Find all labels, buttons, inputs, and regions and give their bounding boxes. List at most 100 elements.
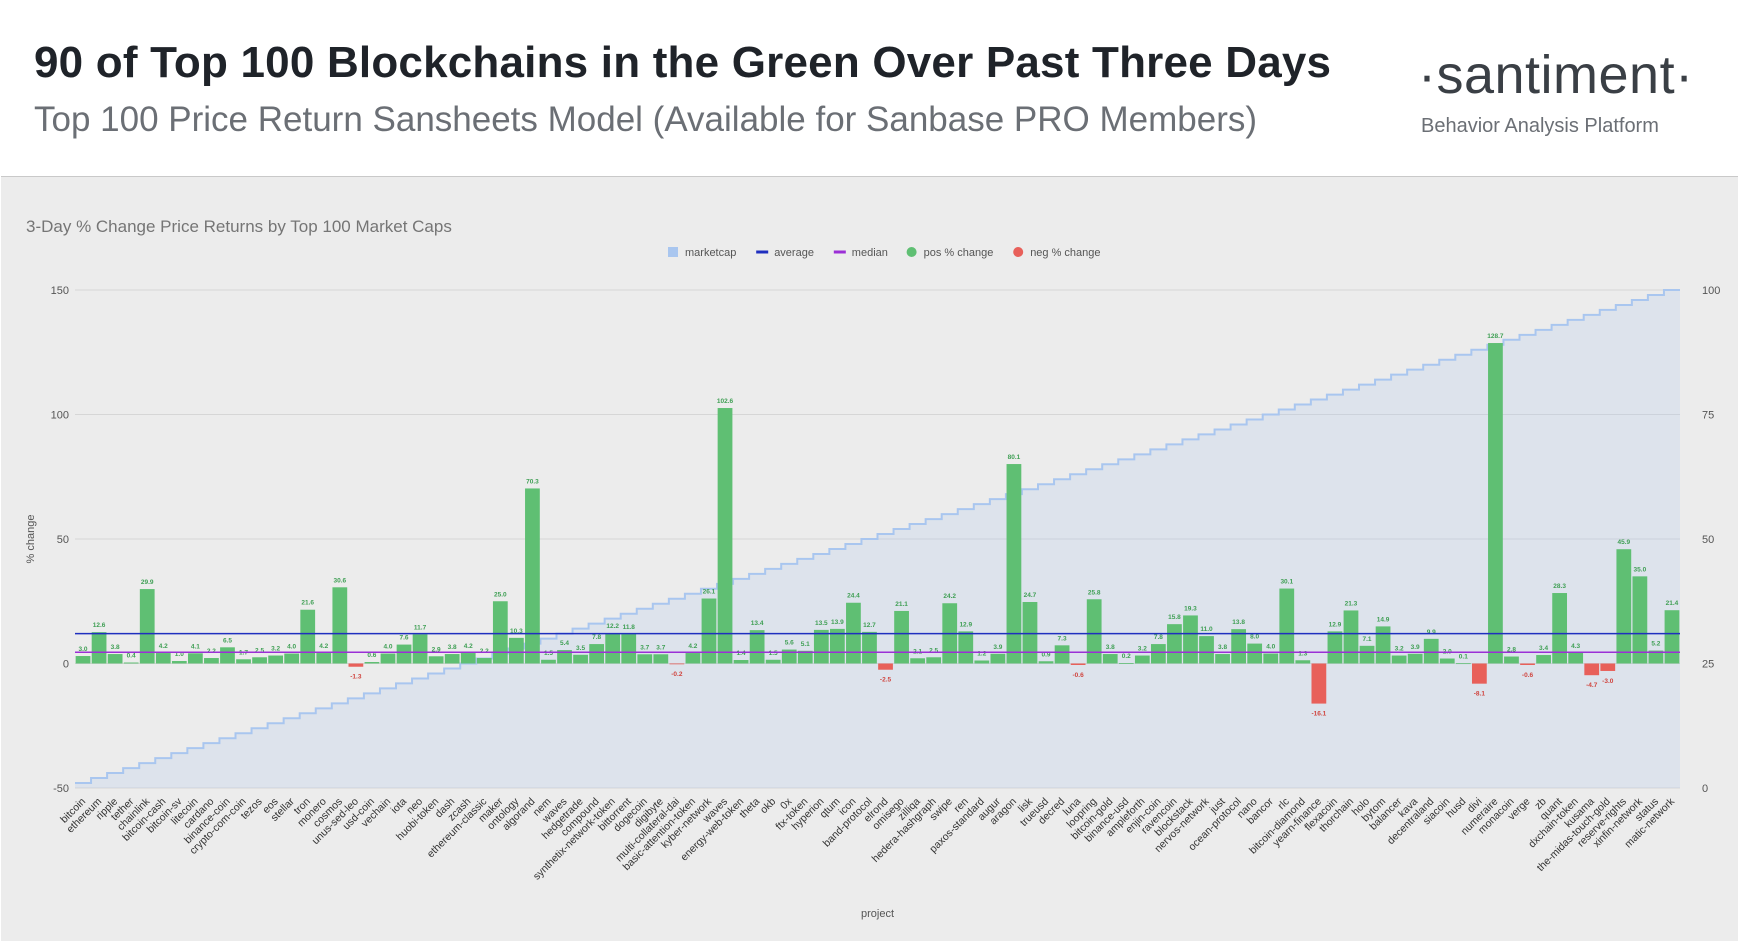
bar-multi-collateral-dai xyxy=(669,663,685,665)
y-tick-label: 150 xyxy=(51,285,69,297)
bar-husd xyxy=(1455,663,1471,665)
bar-numeraire xyxy=(1488,343,1503,664)
data-label: 12.2 xyxy=(606,623,619,630)
data-label: 12.7 xyxy=(863,622,876,629)
bar-energy-web-token xyxy=(733,660,749,664)
data-label: 4.0 xyxy=(1266,644,1275,651)
bar-vechain xyxy=(380,653,396,664)
bar-balancer xyxy=(1391,655,1407,664)
data-label: 4.2 xyxy=(159,643,168,650)
data-label: -8.1 xyxy=(1474,691,1486,698)
bar-compound xyxy=(589,644,605,664)
bar-bitcoin xyxy=(75,656,91,664)
bar-bitcoin-gold xyxy=(1102,654,1118,664)
bar-holo xyxy=(1359,645,1375,664)
bar-quant xyxy=(1552,593,1568,664)
data-label: 4.2 xyxy=(464,643,473,650)
data-label: 21.4 xyxy=(1666,600,1679,607)
bar-bittorrent xyxy=(621,634,637,664)
bar-okb xyxy=(765,659,781,664)
bar-band-protocol xyxy=(862,631,877,664)
bar-hedgetrade xyxy=(573,654,588,664)
data-label: 11.0 xyxy=(1200,626,1213,633)
data-label: 0.2 xyxy=(1122,653,1131,660)
data-label: -4.7 xyxy=(1586,682,1598,689)
bar-algorand xyxy=(525,488,540,664)
bar-waves xyxy=(717,408,733,664)
bar-aragon xyxy=(1006,464,1022,664)
data-label: 4.0 xyxy=(383,644,392,651)
data-label: -3.0 xyxy=(1602,678,1614,685)
data-label: 2.2 xyxy=(207,648,216,655)
bar-loopring xyxy=(1086,599,1102,664)
bar-just xyxy=(1215,654,1230,664)
data-label: 14.9 xyxy=(1377,616,1390,623)
y2-tick-label: 25 xyxy=(1702,659,1714,671)
data-label: 3.8 xyxy=(111,644,120,651)
data-label: 15.8 xyxy=(1168,614,1181,621)
data-label: 11.8 xyxy=(623,624,636,631)
chart-title: 3-Day % Change Price Returns by Top 100 … xyxy=(26,217,452,236)
data-label: 1.2 xyxy=(977,651,986,658)
data-label: 19.3 xyxy=(1184,605,1197,612)
data-label: 1.5 xyxy=(544,650,553,657)
subheadline: Top 100 Price Return Sansheets Model (Av… xyxy=(34,100,1258,139)
bar-tezos xyxy=(252,657,267,664)
data-label: 0.9 xyxy=(1042,651,1051,658)
y2-tick-label: 75 xyxy=(1702,410,1714,422)
data-label: 5.6 xyxy=(785,640,794,647)
bar-divi xyxy=(1471,663,1487,684)
y2-tick-label: 50 xyxy=(1702,534,1714,546)
bar-lisk xyxy=(1022,601,1038,664)
data-label: 3.7 xyxy=(640,644,649,651)
bar-enjin-coin xyxy=(1150,644,1166,664)
bar-digibyte xyxy=(653,654,669,664)
santiment-logo: ·santiment· xyxy=(1418,45,1694,105)
bar-crypto-com-coin xyxy=(236,659,251,664)
bar-theta xyxy=(749,630,765,664)
bar-tether xyxy=(123,662,139,664)
data-label: -0.6 xyxy=(1522,672,1534,679)
data-label: 45.9 xyxy=(1617,539,1630,546)
data-label: 24.4 xyxy=(847,593,860,600)
data-label: -1.3 xyxy=(350,674,362,681)
bar-kyber-network xyxy=(701,598,717,664)
data-label: 25.0 xyxy=(494,591,507,598)
y-tick-label: 0 xyxy=(63,659,69,671)
bar-dxchain-token xyxy=(1568,652,1584,664)
bar-ethereum-classic xyxy=(476,658,492,664)
data-label: 0.4 xyxy=(127,653,136,660)
bar-thorchain xyxy=(1343,610,1359,664)
data-label: 24.7 xyxy=(1024,592,1037,599)
bar-trueusd xyxy=(1038,661,1054,664)
data-label: 5.4 xyxy=(560,640,569,647)
bar-the-midas-touch-gold xyxy=(1600,663,1616,671)
bar-reserve-rights xyxy=(1616,549,1632,664)
data-label: 35.0 xyxy=(1634,566,1647,573)
bar-ripple xyxy=(107,654,123,664)
bar-maker xyxy=(492,601,508,664)
chart-panel xyxy=(1,176,1738,941)
brand-tagline: Behavior Analysis Platform xyxy=(1421,115,1659,137)
data-label: 128.7 xyxy=(1487,333,1504,340)
bar-bitcoin-sv xyxy=(171,661,187,664)
marketcap-line xyxy=(75,289,1680,785)
bar-stellar xyxy=(284,653,300,664)
bar-neo xyxy=(412,634,428,664)
data-label: 3.0 xyxy=(79,646,88,653)
y-axis-label: % change xyxy=(25,515,37,564)
data-label: 25.8 xyxy=(1088,589,1101,596)
bar-ampleforth xyxy=(1134,655,1150,664)
x-tick-label: okb xyxy=(758,796,779,817)
data-label: 3.8 xyxy=(1106,644,1115,651)
data-label: 9.9 xyxy=(1427,629,1436,636)
headline: 90 of Top 100 Blockchains in the Green O… xyxy=(34,38,1332,87)
data-label: 5.1 xyxy=(801,641,810,648)
data-label: 3.2 xyxy=(1395,646,1404,653)
bar-binance-coin xyxy=(220,647,235,664)
bar-dogecoin xyxy=(637,654,653,664)
data-label: 30.6 xyxy=(333,577,346,584)
data-label: 102.6 xyxy=(717,398,734,405)
bar-status xyxy=(1648,650,1664,664)
data-label: 7.6 xyxy=(400,635,409,642)
